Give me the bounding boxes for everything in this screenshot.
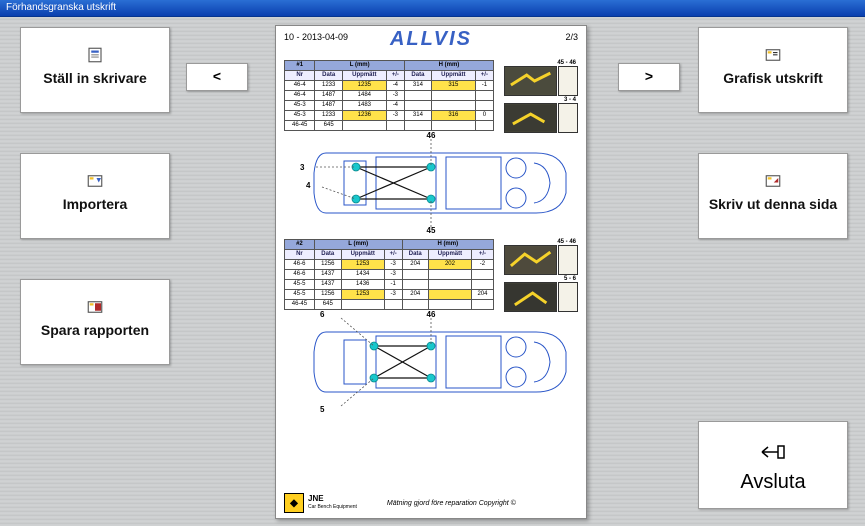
- allvis-logo: ALLVIS: [390, 28, 472, 51]
- table-row: 45-514371436-1: [285, 280, 494, 290]
- table-row: 45-314871483-4: [285, 101, 494, 111]
- save-report-icon: [86, 298, 104, 316]
- doc-id: 10 - 2013-04-09: [284, 32, 348, 42]
- exit-label: Avsluta: [699, 471, 847, 494]
- footer-note: Mätning gjord före reparation Copyright …: [387, 500, 516, 507]
- print-this-page-button[interactable]: Skriv ut denna sida: [698, 153, 848, 239]
- measurement-table-1: #1 L (mm) H (mm) Nr Data Uppmätt +/- Dat…: [284, 60, 494, 131]
- measurement-table-2: #2 L (mm) H (mm) Nr Data Uppmätt +/- Dat…: [284, 239, 494, 310]
- table-row: 46-612561253-3204202-2: [285, 260, 494, 270]
- prev-label: <: [213, 68, 221, 84]
- table-row: 45-312331236-33143160: [285, 111, 494, 121]
- page-header: 10 - 2013-04-09 ALLVIS 2/3: [276, 26, 586, 56]
- thumb-photo: [504, 245, 557, 275]
- thumb-small: [558, 66, 578, 96]
- table-row: 45-512561253-3204204: [285, 290, 494, 300]
- table-row: 46-414871484-3: [285, 91, 494, 101]
- chassis-diagram-1: 46 45 3 4: [284, 133, 578, 233]
- setup-printer-label: Ställ in skrivare: [21, 70, 169, 86]
- table-row: 46-412331235-4314315-1: [285, 81, 494, 91]
- graphic-print-button[interactable]: Grafisk utskrift: [698, 27, 848, 113]
- window-title: Förhandsgranska utskrift: [6, 2, 116, 13]
- thumb-small: [558, 103, 578, 133]
- page-number: 2/3: [565, 32, 578, 42]
- save-report-label: Spara rapporten: [21, 322, 169, 338]
- jne-sub: Car Bench Equipment: [308, 503, 357, 511]
- next-label: >: [645, 68, 653, 84]
- print-this-page-label: Skriv ut denna sida: [699, 196, 847, 212]
- exit-icon: [699, 444, 847, 463]
- printer-setup-icon: [86, 46, 104, 64]
- measurement-section-1: #1 L (mm) H (mm) Nr Data Uppmätt +/- Dat…: [284, 60, 578, 131]
- page-footer: ◆ JNE Car Bench Equipment Mätning gjord …: [284, 492, 578, 514]
- jne-logo-icon: ◆: [284, 493, 304, 513]
- thumb-photo: [504, 282, 557, 312]
- jne-brand: JNE: [308, 495, 357, 503]
- import-label: Importera: [21, 196, 169, 212]
- table-row: 46-45645: [285, 300, 494, 310]
- thumb-photo: [504, 103, 557, 133]
- print-page-icon: [764, 172, 782, 190]
- save-report-button[interactable]: Spara rapporten: [20, 279, 170, 365]
- thumbnails-1: 45 - 46 3 - 4: [504, 60, 578, 134]
- import-button[interactable]: Importera: [20, 153, 170, 239]
- measurement-section-2: #2 L (mm) H (mm) Nr Data Uppmätt +/- Dat…: [284, 239, 578, 310]
- import-icon: [86, 172, 104, 190]
- print-preview-page: 10 - 2013-04-09 ALLVIS 2/3 #1 L (mm) H (…: [275, 25, 587, 519]
- graphic-print-icon: [764, 46, 782, 64]
- thumb-small: [558, 245, 578, 275]
- chassis-diagram-2: 46 6 5: [284, 312, 578, 412]
- table-row: 46-614371434-3: [285, 270, 494, 280]
- exit-button[interactable]: Avsluta: [698, 421, 848, 509]
- prev-page-button[interactable]: <: [186, 63, 248, 91]
- next-page-button[interactable]: >: [618, 63, 680, 91]
- thumbnails-2: 45 - 46 5 - 6: [504, 239, 578, 313]
- thumb-photo: [504, 66, 557, 96]
- table-row: 46-45645: [285, 121, 494, 131]
- graphic-print-label: Grafisk utskrift: [699, 70, 847, 86]
- thumb-small: [558, 282, 578, 312]
- workspace: Ställ in skrivare Importera Spara rappor…: [0, 17, 865, 526]
- title-bar: Förhandsgranska utskrift: [0, 0, 865, 17]
- setup-printer-button[interactable]: Ställ in skrivare: [20, 27, 170, 113]
